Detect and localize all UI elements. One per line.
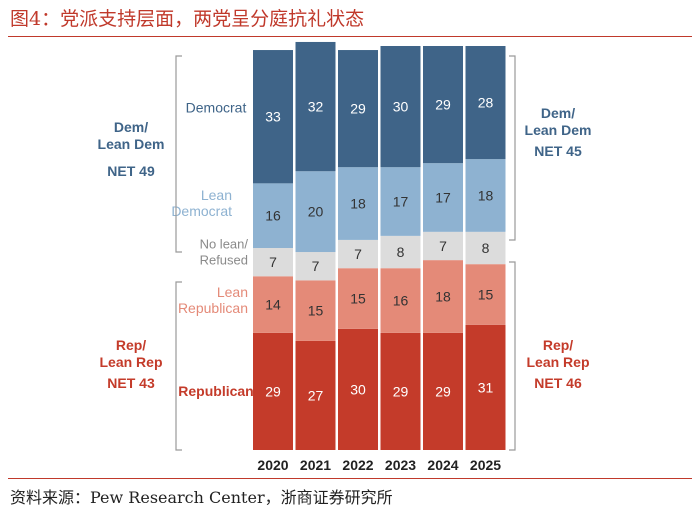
data-label-2024: 29 (435, 97, 451, 113)
series-label-lean-republican: Lean (217, 284, 248, 300)
data-label-2020: 7 (269, 254, 277, 270)
x-tick-label: 2023 (385, 457, 416, 473)
data-label-2020: 14 (265, 297, 281, 313)
x-tick-label: 2025 (470, 457, 501, 473)
data-label-2023: 17 (393, 194, 409, 210)
bar-segment-lean-democrat-2022 (338, 167, 378, 240)
data-label-2023: 8 (397, 244, 405, 260)
data-label-2022: 18 (350, 196, 366, 212)
bracket-right-rep (509, 261, 516, 451)
bar-segment-lean-republican-2025 (465, 264, 506, 325)
net-left-rep-value: NET 43 (107, 375, 155, 391)
net-left-rep-label: Lean Rep (99, 354, 162, 370)
data-label-2025: 18 (478, 187, 494, 203)
net-left-rep-label: Rep/ (116, 337, 146, 353)
bottom-rule (8, 478, 692, 479)
bar-segment-democrat-2022 (338, 50, 378, 168)
series-label-no-lean: No lean/ (200, 237, 249, 252)
data-label-2020: 29 (265, 383, 281, 399)
net-left-dem-value: NET 49 (107, 163, 155, 179)
series-label-no-lean: Refused (200, 253, 248, 268)
data-label-2024: 7 (439, 238, 447, 254)
net-left-dem-label: Lean Dem (98, 136, 165, 152)
bar-segment-lean-republican-2022 (338, 268, 378, 329)
bar-segment-lean-democrat-2021 (295, 171, 336, 253)
data-label-2025: 8 (482, 240, 490, 256)
data-label-2021: 20 (308, 204, 324, 220)
bar-segment-republican-2021 (295, 340, 336, 450)
bracket-left-dem (175, 55, 182, 253)
bar-segment-lean-republican-2024 (423, 260, 463, 333)
data-label-2023: 29 (393, 383, 409, 399)
data-label-2022: 29 (350, 101, 366, 117)
source-note: 资料来源：Pew Research Center，浙商证券研究所 (10, 488, 393, 507)
data-label-2023: 30 (393, 99, 409, 115)
data-label-2025: 31 (478, 379, 494, 395)
bar-segment-no-lean-refused-2025 (465, 231, 506, 265)
bar-segment-lean-democrat-2024 (423, 163, 463, 232)
net-right-rep-value: NET 46 (534, 375, 582, 391)
x-tick-label: 2020 (257, 457, 288, 473)
data-label-2020: 16 (265, 208, 281, 224)
series-label-democrat: Democrat (186, 100, 247, 116)
data-label-2025: 28 (478, 95, 494, 111)
data-label-2020: 33 (265, 109, 281, 125)
bar-segment-lean-republican-2021 (295, 280, 336, 341)
series-label-lean-democrat: Lean (201, 187, 232, 203)
data-label-2021: 27 (308, 387, 324, 403)
series-label-republican: Republican (178, 383, 253, 399)
net-right-dem-value: NET 45 (534, 143, 582, 159)
bar-segment-no-lean-refused-2023 (380, 235, 421, 269)
bar-segment-democrat-2023 (380, 46, 421, 168)
data-label-2021: 32 (308, 99, 324, 115)
bar-segment-democrat-2024 (423, 46, 463, 164)
x-tick-label: 2021 (300, 457, 331, 473)
bar-segment-no-lean-refused-2022 (338, 239, 378, 269)
series-label-lean-democrat: Democrat (171, 203, 232, 219)
x-tick-label: 2022 (342, 457, 373, 473)
x-tick-label: 2024 (427, 457, 458, 473)
data-label-2022: 15 (350, 291, 366, 307)
bar-segment-lean-republican-2023 (380, 268, 421, 333)
bar-segment-lean-democrat-2025 (465, 159, 506, 232)
bar-segment-lean-democrat-2023 (380, 167, 421, 236)
data-label-2022: 30 (350, 381, 366, 397)
bracket-right-dem (509, 55, 516, 241)
bar-segment-republican-2024 (423, 332, 463, 450)
figure-title: 图4：党派支持层面，两党呈分庭抗礼状态 (10, 8, 365, 30)
bar-segment-lean-republican-2020 (253, 276, 293, 333)
bar-segment-republican-2025 (465, 324, 506, 450)
bar-segment-no-lean-refused-2020 (253, 248, 293, 277)
data-label-2025: 15 (478, 286, 494, 302)
net-right-rep-label: Rep/ (543, 337, 573, 353)
data-label-2021: 15 (308, 303, 324, 319)
data-label-2024: 17 (435, 190, 451, 206)
data-label-2024: 29 (435, 383, 451, 399)
net-right-dem-label: Lean Dem (525, 122, 592, 138)
net-left-dem-label: Dem/ (114, 119, 148, 135)
bar-segment-lean-democrat-2020 (253, 183, 293, 248)
bar-segment-democrat-2021 (295, 41, 336, 172)
data-label-2023: 16 (393, 293, 409, 309)
bar-segment-democrat-2025 (465, 46, 506, 160)
bar-segment-democrat-2020 (253, 50, 293, 184)
bracket-left-rep (175, 281, 182, 451)
data-label-2024: 18 (435, 288, 451, 304)
top-rule (8, 36, 692, 37)
data-label-2022: 7 (354, 246, 362, 262)
data-label-2021: 7 (312, 258, 320, 274)
net-right-dem-label: Dem/ (541, 105, 575, 121)
net-right-rep-label: Lean Rep (526, 354, 589, 370)
bar-segment-republican-2023 (380, 332, 421, 450)
bar-segment-no-lean-refused-2024 (423, 231, 463, 261)
bar-segment-republican-2020 (253, 332, 293, 450)
bar-segment-republican-2022 (338, 328, 378, 450)
bar-segment-no-lean-refused-2021 (295, 252, 336, 281)
series-label-lean-republican: Republican (178, 300, 248, 316)
